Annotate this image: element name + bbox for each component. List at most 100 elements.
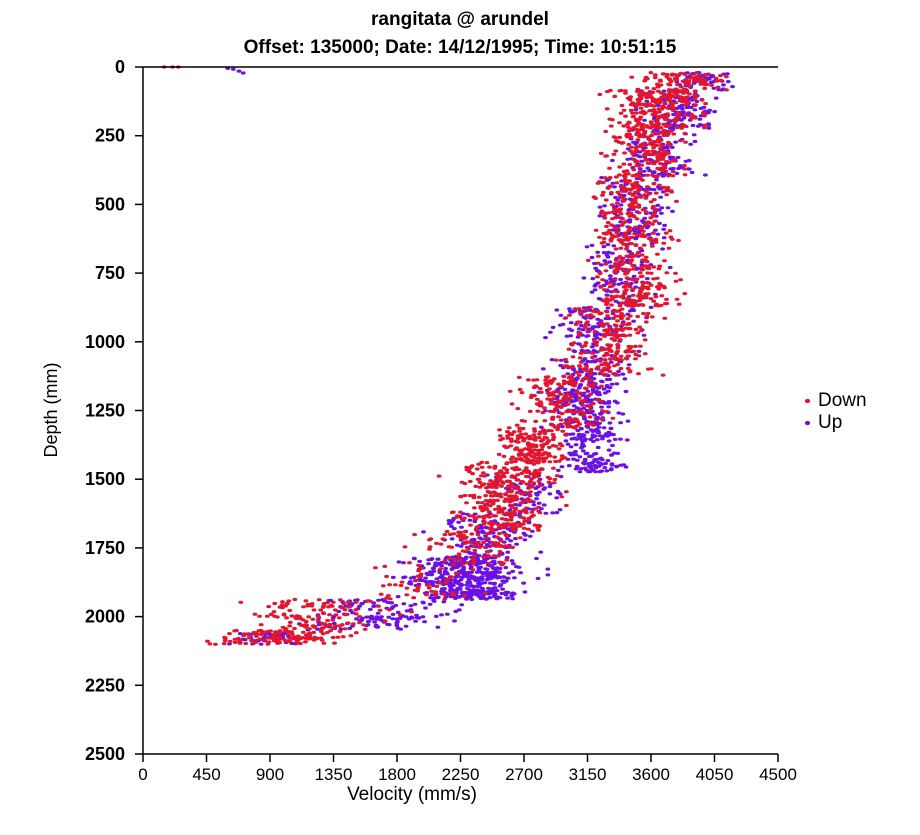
data-point-up <box>618 277 623 282</box>
data-point-down <box>289 614 295 618</box>
data-point-up <box>514 542 519 546</box>
data-point-up <box>589 461 595 465</box>
data-point-down <box>647 138 653 142</box>
data-point-up <box>475 557 481 561</box>
data-point-up <box>427 602 433 606</box>
data-point-down <box>520 426 526 431</box>
data-point-down <box>609 349 614 353</box>
data-point-down <box>643 158 649 162</box>
data-point-up <box>672 123 677 127</box>
data-point-down <box>620 223 625 227</box>
data-point-down <box>483 499 489 503</box>
data-point-up <box>577 470 583 474</box>
data-point-down <box>621 124 627 128</box>
x-tick-label: 3600 <box>632 765 670 784</box>
y-tick-label: 2250 <box>85 675 125 695</box>
data-point-down <box>582 344 588 348</box>
data-point-down <box>576 307 582 311</box>
data-point-up <box>315 627 320 631</box>
data-point-down <box>246 633 252 637</box>
data-point-down <box>434 584 440 589</box>
data-point-down <box>464 561 470 565</box>
data-point-down <box>348 634 354 638</box>
data-point-down <box>568 409 573 413</box>
data-point-down <box>610 297 615 301</box>
data-point-down <box>638 289 643 293</box>
data-point-down <box>602 358 608 362</box>
data-point-down <box>607 184 612 189</box>
data-point-down <box>309 604 315 608</box>
data-point-down <box>650 109 655 113</box>
data-point-up <box>590 439 596 443</box>
data-point-down <box>649 122 654 126</box>
data-point-down <box>503 517 509 521</box>
data-point-up <box>550 325 556 329</box>
data-point-down <box>613 175 619 179</box>
data-point-down <box>340 635 346 639</box>
data-point-up <box>614 382 620 386</box>
data-point-up <box>535 576 541 581</box>
data-point-down <box>656 287 662 291</box>
data-point-down <box>643 320 649 324</box>
data-point-down <box>675 82 680 87</box>
data-point-down <box>656 107 662 111</box>
data-point-down <box>671 159 676 163</box>
data-point-up <box>599 379 604 383</box>
data-point-down <box>651 140 657 144</box>
data-point-down <box>561 364 567 368</box>
data-point-down <box>627 261 633 265</box>
data-point-down <box>330 618 336 622</box>
data-point-up <box>703 173 708 177</box>
data-point-up <box>658 195 663 199</box>
data-point-down <box>509 515 514 519</box>
data-point-down <box>330 626 336 630</box>
data-point-up <box>406 617 412 621</box>
data-point-down <box>634 217 640 221</box>
data-point-down <box>665 106 671 110</box>
data-point-up <box>412 602 418 606</box>
data-point-up <box>655 203 661 207</box>
data-point-down <box>613 149 619 153</box>
data-point-down <box>630 193 636 197</box>
data-point-up <box>601 245 607 249</box>
data-point-down <box>629 202 635 206</box>
data-point-up <box>605 306 611 310</box>
data-point-down <box>607 228 612 232</box>
data-point-down <box>653 207 658 211</box>
data-point-down <box>512 507 518 511</box>
data-point-down <box>533 443 539 447</box>
data-point-down <box>626 238 631 242</box>
data-point-up <box>574 458 580 462</box>
data-point-down <box>623 289 628 293</box>
legend-label-down: Down <box>818 390 867 411</box>
data-point-up <box>557 508 563 512</box>
data-point-down <box>303 619 309 624</box>
data-point-down <box>613 262 618 266</box>
data-point-down <box>638 106 644 110</box>
data-point-up <box>609 453 614 457</box>
data-point-down <box>622 179 628 183</box>
data-point-up <box>455 586 460 591</box>
data-point-down <box>509 402 515 406</box>
data-point-up <box>616 369 621 373</box>
data-point-down <box>619 312 624 316</box>
data-point-up <box>597 214 603 218</box>
data-point-down <box>660 104 666 108</box>
data-point-down <box>604 302 609 306</box>
data-point-up <box>472 584 478 588</box>
data-point-down <box>698 82 704 86</box>
data-point-down <box>622 151 627 155</box>
data-point-down <box>529 454 535 458</box>
data-point-down <box>630 264 636 268</box>
data-point-up <box>603 279 609 283</box>
data-point-up <box>648 211 654 215</box>
data-point-down <box>623 114 628 118</box>
data-point-up <box>374 615 380 619</box>
data-point-up <box>402 575 408 579</box>
data-point-down <box>634 89 640 93</box>
data-point-up <box>533 486 539 490</box>
data-point-down <box>515 473 521 477</box>
data-point-down <box>321 604 327 608</box>
data-point-down <box>357 621 362 625</box>
data-point-down <box>617 255 623 259</box>
